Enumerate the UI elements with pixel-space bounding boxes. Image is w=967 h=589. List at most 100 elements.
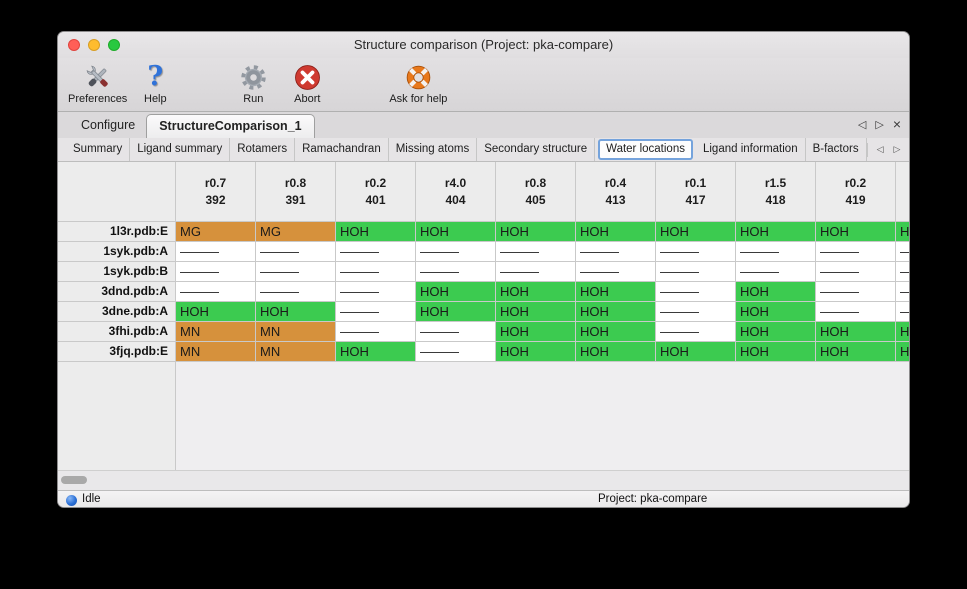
column-header[interactable]: r1.5 418: [736, 162, 816, 222]
table-cell[interactable]: HOH: [816, 322, 896, 342]
table-cell[interactable]: HOH: [496, 282, 576, 302]
help-button[interactable]: ? Help: [129, 61, 181, 106]
subtab-ligand-summary[interactable]: Ligand summary: [130, 138, 231, 161]
table-cell[interactable]: HOH: [416, 302, 496, 322]
column-header[interactable]: r0.2 419: [816, 162, 896, 222]
table-cell[interactable]: ———: [496, 242, 576, 262]
table-cell[interactable]: ———: [416, 242, 496, 262]
preferences-button[interactable]: Preferences: [68, 61, 127, 105]
table-cell[interactable]: MG: [256, 222, 336, 242]
table-cell[interactable]: ———: [896, 262, 909, 282]
table-cell[interactable]: ———: [816, 242, 896, 262]
zoom-window-button[interactable]: [108, 39, 120, 51]
table-cell[interactable]: MN: [256, 322, 336, 342]
table-cell[interactable]: HOH: [496, 302, 576, 322]
table-cell[interactable]: ———: [656, 262, 736, 282]
table-cell[interactable]: ———: [896, 242, 909, 262]
table-cell[interactable]: MN: [176, 322, 256, 342]
table-cell[interactable]: ———: [336, 242, 416, 262]
table-cell[interactable]: HOH: [576, 222, 656, 242]
table-cell[interactable]: HOH: [656, 222, 736, 242]
subtab-forward-button[interactable]: ▷: [893, 144, 901, 154]
subtab-ramachandran[interactable]: Ramachandran: [295, 138, 389, 161]
table-cell[interactable]: ———: [896, 282, 909, 302]
table-cell[interactable]: HOH: [256, 302, 336, 322]
table-cell[interactable]: ———: [176, 242, 256, 262]
table-cell[interactable]: HOH: [896, 322, 909, 342]
table-cell[interactable]: ———: [256, 242, 336, 262]
table-cell[interactable]: HOH: [736, 222, 816, 242]
table-cell[interactable]: HOH: [576, 302, 656, 322]
table-cell[interactable]: HOH: [736, 302, 816, 322]
abort-button[interactable]: Abort: [281, 61, 333, 105]
horizontal-scrollbar-thumb[interactable]: [61, 476, 87, 484]
table-cell[interactable]: HOH: [576, 322, 656, 342]
table-cell[interactable]: ———: [416, 342, 496, 362]
table-cell[interactable]: ———: [176, 262, 256, 282]
table-cell[interactable]: ———: [336, 322, 416, 342]
table-cell[interactable]: ———: [336, 262, 416, 282]
table-cell[interactable]: HOH: [576, 282, 656, 302]
column-header[interactable]: r0.7 392: [176, 162, 256, 222]
table-cell[interactable]: ———: [576, 262, 656, 282]
subtab-rotamers[interactable]: Rotamers: [230, 138, 296, 161]
table-cell[interactable]: ———: [816, 262, 896, 282]
column-header[interactable]: [896, 162, 909, 222]
horizontal-scrollbar-track[interactable]: [58, 470, 909, 490]
table-cell[interactable]: HOH: [576, 342, 656, 362]
subtab-ligand-information[interactable]: Ligand information: [696, 138, 806, 161]
table-cell[interactable]: HOH: [736, 342, 816, 362]
row-header[interactable]: 3dnd.pdb:A: [58, 282, 176, 302]
table-cell[interactable]: ———: [416, 262, 496, 282]
row-header[interactable]: 3fjq.pdb:E: [58, 342, 176, 362]
table-cell[interactable]: MN: [256, 342, 336, 362]
close-window-button[interactable]: [68, 39, 80, 51]
row-header[interactable]: 1l3r.pdb:E: [58, 222, 176, 242]
table-cell[interactable]: ———: [416, 322, 496, 342]
table-cell[interactable]: MG: [176, 222, 256, 242]
table-cell[interactable]: ———: [656, 302, 736, 322]
subtab-summary[interactable]: Summary: [66, 138, 131, 161]
column-header[interactable]: r0.4 413: [576, 162, 656, 222]
minimize-window-button[interactable]: [88, 39, 100, 51]
row-header[interactable]: 1syk.pdb:B: [58, 262, 176, 282]
table-cell[interactable]: ———: [656, 322, 736, 342]
table-cell[interactable]: ———: [256, 282, 336, 302]
tab-forward-button[interactable]: ▷: [875, 118, 884, 131]
column-header[interactable]: r0.8 391: [256, 162, 336, 222]
table-cell[interactable]: ———: [816, 302, 896, 322]
subtab-secondary-structure[interactable]: Secondary structure: [477, 138, 596, 161]
table-cell[interactable]: ———: [656, 242, 736, 262]
table-cell[interactable]: HOH: [816, 342, 896, 362]
table-cell[interactable]: ———: [736, 242, 816, 262]
column-header[interactable]: r4.0 404: [416, 162, 496, 222]
table-cell[interactable]: HOH: [736, 322, 816, 342]
tab-close-icon[interactable]: ×: [892, 115, 901, 132]
table-cell[interactable]: HOH: [176, 302, 256, 322]
table-cell[interactable]: ———: [736, 262, 816, 282]
table-cell[interactable]: HOH: [656, 342, 736, 362]
table-cell[interactable]: ———: [576, 242, 656, 262]
table-cell[interactable]: HOH: [816, 222, 896, 242]
column-header[interactable]: r0.1 417: [656, 162, 736, 222]
row-header[interactable]: 3dne.pdb:A: [58, 302, 176, 322]
tab-back-button[interactable]: ◁: [857, 118, 867, 131]
table-cell[interactable]: MN: [176, 342, 256, 362]
table-cell[interactable]: HOH: [896, 342, 909, 362]
table-cell[interactable]: ———: [336, 282, 416, 302]
table-cell[interactable]: HOH: [496, 342, 576, 362]
row-header[interactable]: 3fhi.pdb:A: [58, 322, 176, 342]
table-cell[interactable]: HOH: [736, 282, 816, 302]
row-header[interactable]: 1syk.pdb:A: [58, 242, 176, 262]
table-cell[interactable]: ———: [816, 282, 896, 302]
tab-configure[interactable]: Configure: [81, 118, 136, 132]
subtab-missing-atoms[interactable]: Missing atoms: [389, 138, 478, 161]
ask-for-help-button[interactable]: Ask for help: [389, 61, 447, 105]
column-header[interactable]: r0.8 405: [496, 162, 576, 222]
table-cell[interactable]: ———: [656, 282, 736, 302]
table-cell[interactable]: ———: [176, 282, 256, 302]
titlebar[interactable]: Structure comparison (Project: pka-compa…: [58, 32, 909, 58]
table-cell[interactable]: HOH: [416, 222, 496, 242]
table-cell[interactable]: HOH: [496, 322, 576, 342]
table-cell[interactable]: HOH: [336, 342, 416, 362]
